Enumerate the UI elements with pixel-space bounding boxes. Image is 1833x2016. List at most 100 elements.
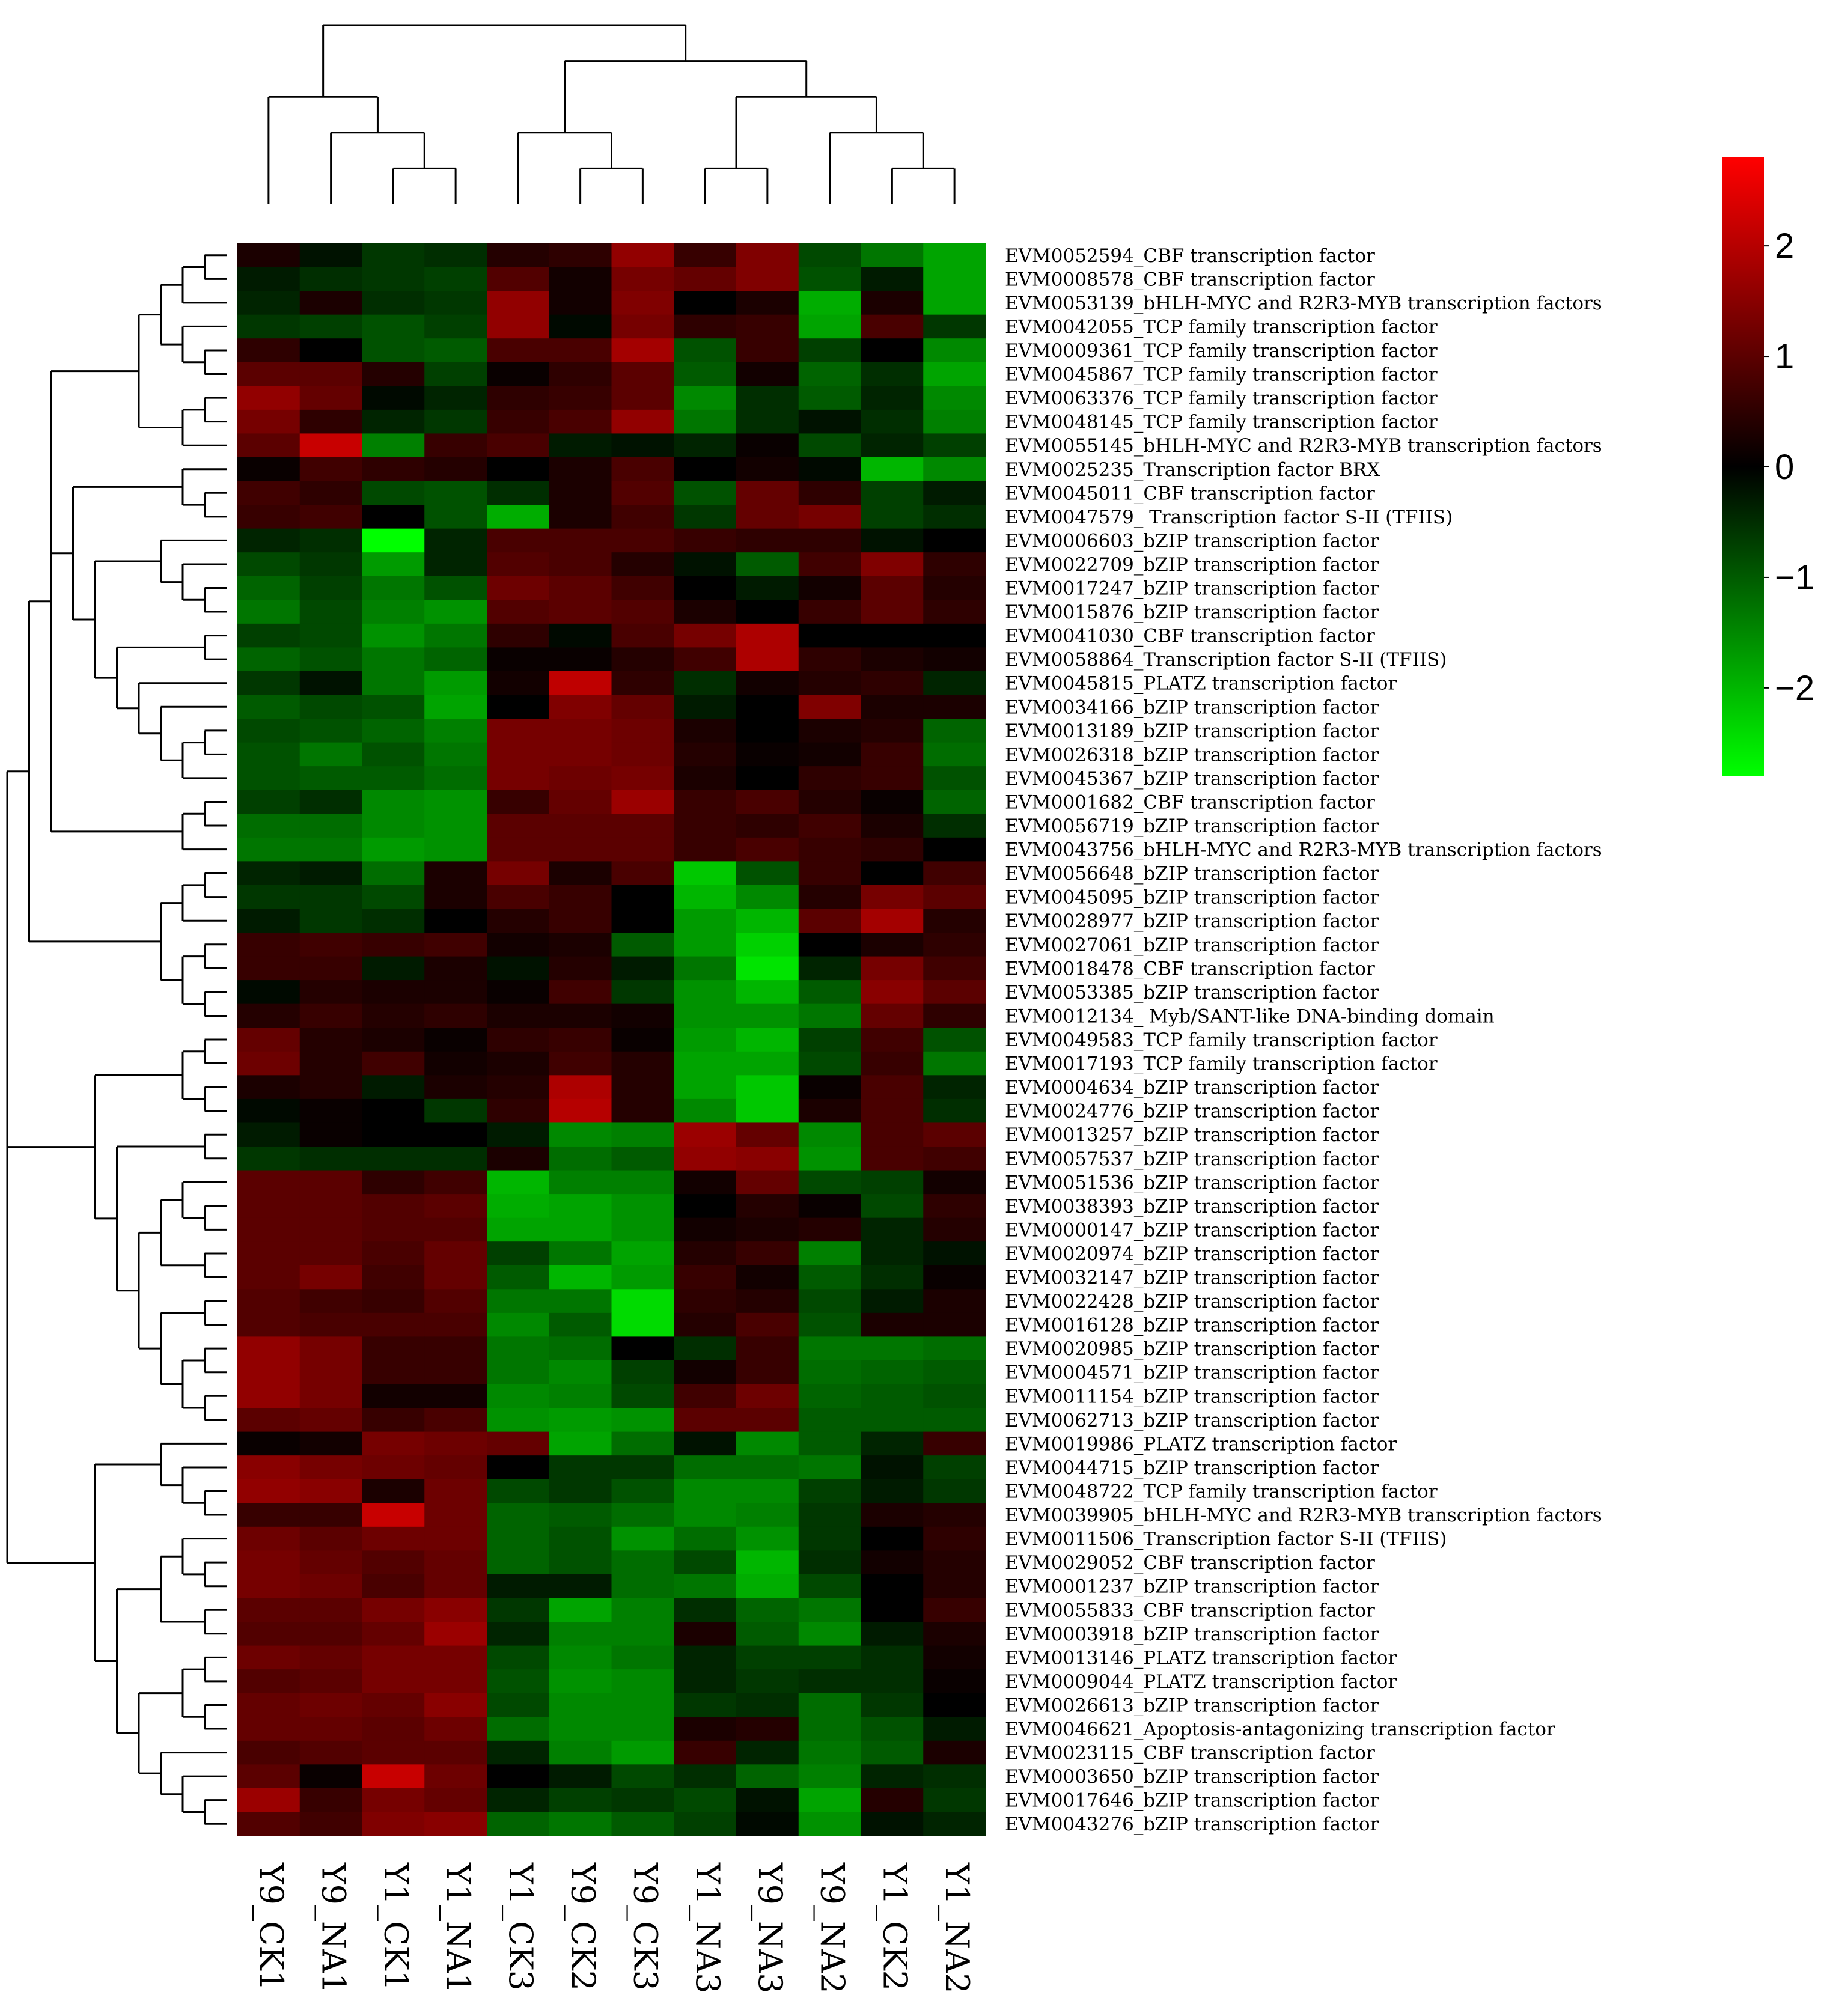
- heatmap-cell: [424, 457, 487, 482]
- heatmap-cell: [424, 552, 487, 577]
- heatmap-cell: [424, 1028, 487, 1052]
- heatmap-cell: [611, 1812, 674, 1836]
- row-label: EVM0053385_bZIP transcription factor: [1005, 982, 1379, 1003]
- heatmap-cell: [736, 267, 799, 291]
- heatmap-cell: [861, 1146, 924, 1171]
- heatmap-cell: [237, 291, 300, 315]
- heatmap-cell: [923, 1265, 986, 1290]
- colorbar-tick-label: −2: [1775, 669, 1814, 708]
- heatmap-cell: [923, 885, 986, 910]
- heatmap-cell: [861, 647, 924, 672]
- heatmap-cell: [798, 1550, 862, 1575]
- heatmap-cell: [487, 1028, 550, 1052]
- heatmap-cell: [549, 1669, 612, 1694]
- heatmap-cell: [362, 1265, 425, 1290]
- heatmap-cell: [611, 814, 674, 838]
- heatmap-cell: [237, 1479, 300, 1503]
- row-label: EVM0029052_CBF transcription factor: [1005, 1552, 1375, 1574]
- heatmap-cell: [611, 1146, 674, 1171]
- heatmap-cell: [487, 1503, 550, 1527]
- heatmap-cell: [611, 647, 674, 672]
- heatmap-cell: [362, 1075, 425, 1100]
- heatmap-cell: [549, 386, 612, 410]
- heatmap-cell: [424, 386, 487, 410]
- heatmap-cell: [299, 1788, 363, 1813]
- heatmap-cell: [861, 790, 924, 814]
- heatmap-cell: [798, 814, 862, 838]
- heatmap-cell: [237, 552, 300, 577]
- heatmap-cell: [237, 1384, 300, 1408]
- heatmap-cell: [923, 1170, 986, 1195]
- heatmap-cell: [237, 1265, 300, 1290]
- heatmap-cell: [674, 623, 737, 648]
- heatmap-cell: [424, 742, 487, 767]
- heatmap-cell: [861, 1598, 924, 1622]
- row-label: EVM0023115_CBF transcription factor: [1005, 1743, 1375, 1764]
- row-label: EVM0038393_bZIP transcription factor: [1005, 1196, 1379, 1217]
- heatmap-cell: [549, 1408, 612, 1433]
- heatmap-cell: [424, 600, 487, 624]
- heatmap-cell: [487, 766, 550, 791]
- heatmap-cell: [424, 1075, 487, 1100]
- heatmap-cell: [798, 1764, 862, 1789]
- row-label: EVM0019986_PLATZ transcription factor: [1005, 1433, 1397, 1455]
- heatmap-cell: [549, 1550, 612, 1575]
- heatmap-cell: [861, 885, 924, 910]
- heatmap-cell: [736, 576, 799, 600]
- heatmap-cell: [237, 980, 300, 1005]
- heatmap-cell: [362, 956, 425, 981]
- heatmap-cell: [549, 1146, 612, 1171]
- heatmap-cell: [736, 1003, 799, 1028]
- heatmap-cell: [237, 1098, 300, 1124]
- row-label: EVM0056719_bZIP transcription factor: [1005, 815, 1379, 837]
- heatmap-cell: [299, 1598, 363, 1622]
- heatmap-cell: [237, 338, 300, 363]
- heatmap-cell: [549, 956, 612, 981]
- heatmap-cell: [237, 1503, 300, 1527]
- heatmap-cell: [611, 956, 674, 981]
- heatmap-cell: [736, 1170, 799, 1195]
- heatmap-cell: [736, 623, 799, 648]
- heatmap-cell: [736, 1550, 799, 1575]
- heatmap-cell: [798, 671, 862, 696]
- heatmap-cell: [923, 1622, 986, 1646]
- heatmap-cell: [424, 1122, 487, 1147]
- heatmap-cell: [736, 1788, 799, 1813]
- heatmap-cell: [424, 1764, 487, 1789]
- heatmap-cell: [237, 766, 300, 791]
- column-label: Y1_NA2: [938, 1862, 976, 1994]
- heatmap-cell: [237, 1598, 300, 1622]
- heatmap-cell: [736, 291, 799, 315]
- heatmap-cell: [923, 600, 986, 624]
- heatmap-cell: [611, 576, 674, 600]
- heatmap-cell: [736, 1408, 799, 1433]
- heatmap-cell: [487, 243, 550, 268]
- heatmap-cell: [798, 1431, 862, 1456]
- heatmap-cell: [923, 505, 986, 529]
- row-label: EVM0026613_bZIP transcription factor: [1005, 1695, 1379, 1716]
- heatmap-cell: [299, 1194, 363, 1219]
- row-label: EVM0009361_TCP family transcription fact…: [1005, 340, 1438, 362]
- heatmap-cell: [424, 1574, 487, 1599]
- heatmap-cell: [237, 909, 300, 933]
- heatmap-cell: [736, 457, 799, 482]
- heatmap-cell: [237, 362, 300, 386]
- heatmap-cell: [798, 338, 862, 363]
- heatmap-cell: [923, 1217, 986, 1242]
- heatmap-cell: [424, 267, 487, 291]
- heatmap-cell: [299, 885, 363, 910]
- row-label: EVM0001237_bZIP transcription factor: [1005, 1576, 1379, 1598]
- heatmap-cell: [611, 1693, 674, 1717]
- heatmap-cell: [798, 1028, 862, 1052]
- heatmap-cell: [299, 1075, 363, 1100]
- heatmap-cell: [362, 1740, 425, 1765]
- heatmap-cell: [923, 1241, 986, 1266]
- heatmap-cell: [674, 1408, 737, 1433]
- heatmap-cell: [424, 1455, 487, 1480]
- heatmap-cell: [923, 1028, 986, 1052]
- heatmap-cell: [237, 1122, 300, 1147]
- heatmap-cell: [299, 1693, 363, 1717]
- heatmap-cell: [674, 1217, 737, 1242]
- heatmap-cell: [674, 243, 737, 268]
- heatmap-cell: [299, 600, 363, 624]
